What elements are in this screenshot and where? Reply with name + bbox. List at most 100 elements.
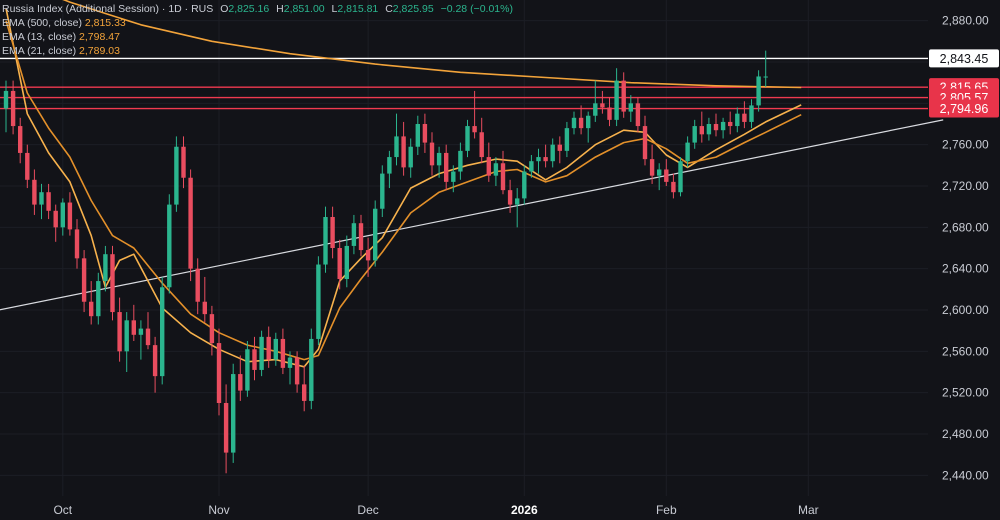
candle	[586, 111, 591, 143]
candle	[131, 304, 136, 341]
candle-body	[259, 336, 264, 370]
candle-body	[593, 103, 598, 116]
y-tick-label[interactable]: 2,600.00	[942, 303, 989, 317]
candle	[742, 101, 747, 129]
ema21-value: 2,789.03	[79, 45, 120, 57]
candle	[493, 157, 499, 186]
candle-body	[373, 208, 378, 261]
candle	[685, 136, 690, 168]
candle-body	[479, 132, 484, 158]
y-tick-label[interactable]: 2,640.00	[942, 262, 989, 276]
candle	[529, 155, 534, 178]
y-tick-label[interactable]: 2,880.00	[942, 14, 989, 28]
candle-body	[451, 171, 456, 182]
candle-body	[642, 126, 648, 160]
candle-body	[699, 126, 704, 135]
trendline[interactable]	[0, 119, 944, 311]
x-tick-label[interactable]: Oct	[53, 503, 72, 517]
legend-ema21-row[interactable]: EMA (21, close) 2,789.03	[2, 44, 513, 58]
trendline-layer[interactable]	[0, 119, 944, 311]
y-tick-label[interactable]: 2,760.00	[942, 138, 989, 152]
candle-body	[600, 103, 605, 108]
price-labels: 2,843.452,815.652,805.572,794.96	[929, 49, 999, 118]
y-tick-label[interactable]: 2,480.00	[942, 427, 989, 441]
candle	[607, 97, 612, 127]
candle-body	[124, 320, 129, 352]
x-axis[interactable]: Oct Nov Dec 2026 Feb Mar	[53, 503, 818, 517]
candle-body	[67, 202, 73, 230]
legend-ema500-row[interactable]: EMA (500, close) 2,815.33	[2, 16, 513, 30]
ema13-label: EMA (13, close)	[2, 31, 77, 43]
price-label-bg	[929, 99, 999, 118]
candle-body	[252, 349, 257, 370]
candle-body	[330, 217, 335, 248]
x-tick-label[interactable]: Dec	[357, 503, 378, 517]
candle-body	[216, 343, 222, 403]
candle	[316, 256, 321, 346]
y-tick-label[interactable]: 2,440.00	[942, 468, 989, 482]
candle	[600, 90, 605, 114]
symbol-title[interactable]: Russia Index (Additional Session) · 1D ·…	[2, 3, 214, 15]
candle	[46, 183, 51, 220]
candle-body	[507, 190, 513, 205]
ohlc-open-value: 2,825.16	[228, 3, 270, 15]
candle-body	[280, 338, 286, 368]
x-tick-label[interactable]: Feb	[656, 503, 677, 517]
candle-body	[742, 113, 747, 122]
candle	[571, 111, 577, 135]
candle	[294, 351, 300, 393]
candle	[500, 150, 506, 195]
candle	[351, 214, 357, 255]
candle	[593, 80, 598, 122]
candle-body	[195, 268, 200, 302]
candle-body	[621, 80, 626, 112]
candle	[32, 169, 37, 215]
candle	[337, 239, 342, 290]
candle	[223, 384, 229, 474]
candle-body	[10, 90, 16, 127]
candle	[259, 330, 264, 377]
candle	[486, 142, 491, 182]
x-tick-label[interactable]: 2026	[511, 503, 538, 517]
candle-body	[231, 374, 236, 453]
horizontal-levels[interactable]	[0, 57, 928, 110]
candle	[266, 326, 271, 368]
y-tick-label[interactable]: 2,520.00	[942, 386, 989, 400]
candle	[60, 198, 65, 236]
candle-body	[408, 146, 413, 168]
candle-body	[351, 223, 357, 246]
candle	[671, 173, 676, 199]
candle-body	[657, 169, 662, 176]
price-label-bg	[929, 49, 999, 68]
candle-body	[706, 124, 712, 135]
candle	[138, 320, 144, 360]
y-tick-label[interactable]: 2,560.00	[942, 344, 989, 358]
candle-body	[628, 103, 633, 112]
candle-body	[152, 345, 158, 377]
candle-body	[543, 157, 548, 162]
candle-body	[422, 124, 428, 143]
y-tick-label[interactable]: 2,680.00	[942, 220, 989, 234]
candle	[124, 312, 129, 372]
candle	[96, 272, 101, 325]
candle	[557, 136, 562, 164]
x-tick-label[interactable]: Mar	[798, 503, 819, 517]
candle	[649, 144, 655, 184]
candle-body	[529, 161, 534, 172]
candle-body	[174, 146, 179, 205]
candle-body	[96, 281, 101, 317]
candle-body	[720, 121, 726, 131]
candle	[756, 70, 761, 112]
candle	[657, 163, 662, 191]
legend-ema13-row[interactable]: EMA (13, close) 2,798.47	[2, 30, 513, 44]
y-tick-label[interactable]: 2,720.00	[942, 179, 989, 193]
candle	[103, 245, 108, 292]
candle-body	[81, 258, 87, 302]
candle-body	[536, 157, 541, 162]
candle-body	[671, 181, 676, 193]
ohlc-open-label: O	[220, 3, 229, 15]
x-tick-label[interactable]: Nov	[208, 503, 229, 517]
candle	[188, 169, 193, 282]
candle	[110, 245, 115, 321]
